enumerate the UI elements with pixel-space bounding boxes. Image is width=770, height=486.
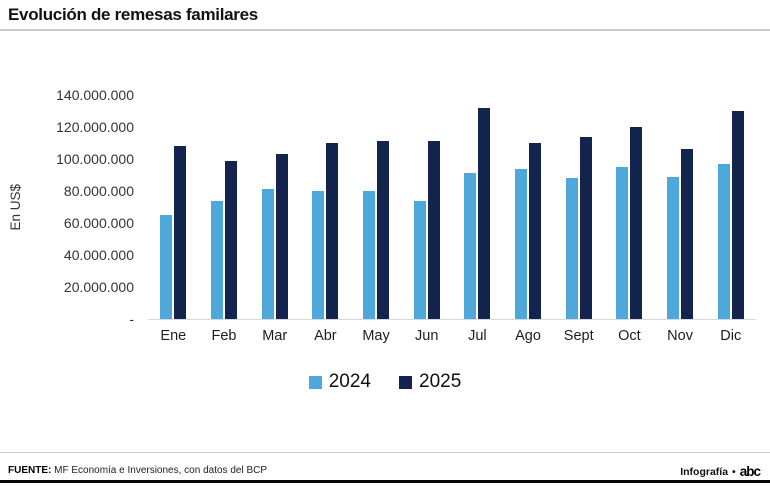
legend-swatch-2025 [399, 375, 412, 389]
bar-2025-oct [630, 127, 643, 319]
bar-group-ene [148, 95, 199, 319]
bar-2025-jun [427, 141, 440, 319]
x-label-oct: Oct [618, 328, 641, 344]
bar-2025-feb [225, 160, 237, 319]
bar-2024-oct [616, 167, 629, 319]
bar-2025-abr [326, 143, 339, 319]
bar-2025-mar [275, 154, 288, 319]
legend-swatch-2024 [308, 375, 322, 389]
x-label-abr: Abr [314, 328, 337, 344]
legend-item-2024: 2024 [308, 371, 371, 393]
bar-2024-jun [413, 200, 426, 319]
legend: 2024 2025 [0, 371, 770, 393]
bar-2025-may [377, 141, 390, 319]
credit-label: Infografía [680, 465, 729, 478]
source-label: FUENTE: [8, 465, 52, 476]
bar-2025-ene [174, 146, 187, 319]
x-label-ene: Ene [160, 328, 187, 344]
bar-group-ago [503, 95, 554, 319]
x-label-feb: Feb [211, 328, 237, 344]
bar-2024-sept [565, 178, 578, 319]
bar-2024-nov [667, 176, 680, 319]
bar-2024-dic [717, 163, 730, 319]
bar-2024-ene [160, 215, 173, 319]
bar-2025-nov [681, 149, 694, 319]
legend-label-2025: 2025 [419, 371, 462, 392]
bar-group-nov [655, 95, 706, 319]
x-axis: Ene Feb Mar Abr May Jun Jul Ago Sept Oct Nov Dic [148, 328, 756, 344]
legend-label-2024: 2024 [328, 371, 371, 392]
bar-2025-dic [731, 111, 744, 319]
x-label-jul: Jul [468, 328, 487, 344]
y-tick-4: 80.000.000 [63, 183, 134, 199]
bar-2024-feb [211, 200, 223, 319]
bar-2025-ago [529, 143, 542, 319]
bar-group-feb [199, 95, 250, 319]
bar-2024-ago [515, 168, 528, 319]
footer-divider [0, 452, 770, 453]
y-tick-5: 100.000.000 [56, 151, 134, 167]
x-label-sept: Sept [563, 328, 594, 344]
bottom-black-bar [0, 480, 770, 483]
bar-2024-jul [464, 173, 477, 319]
y-axis: - 20.000.000 40.000.000 60.000.000 80.000.00… [0, 87, 134, 327]
bar-2025-jul [478, 107, 491, 319]
bar-2025-sept [579, 136, 592, 319]
x-label-dic: Dic [720, 328, 742, 344]
y-tick-0: - [129, 311, 134, 327]
bar-group-abr [300, 95, 351, 319]
bar-2024-abr [312, 191, 325, 319]
y-tick-2: 40.000.000 [63, 247, 134, 263]
bar-group-oct [604, 95, 655, 319]
bar-group-mar [249, 95, 300, 319]
credit-note: Infografía • abc [680, 464, 761, 479]
bar-group-jun [401, 95, 452, 319]
y-tick-1: 20.000.000 [63, 279, 134, 295]
bar-2024-mar [261, 189, 274, 319]
bar-group-dic [705, 95, 756, 319]
legend-item-2025: 2025 [399, 371, 461, 393]
x-label-ago: Ago [515, 328, 541, 344]
bar-group-may [351, 95, 402, 319]
credit-bullet: • [732, 465, 736, 478]
x-label-may: May [362, 328, 390, 344]
bar-2024-may [363, 191, 376, 319]
abc-logo: abc [739, 464, 761, 479]
page-title: Evolución de remesas familares [8, 5, 258, 24]
y-tick-6: 120.000.000 [56, 119, 134, 135]
x-label-jun: Jun [415, 328, 439, 344]
x-label-mar: Mar [262, 328, 288, 344]
source-note: FUENTE: MF Economía e Inversiones, con d… [8, 465, 267, 476]
x-label-nov: Nov [667, 328, 693, 344]
y-tick-7: 140.000.000 [56, 87, 134, 103]
y-tick-3: 60.000.000 [63, 215, 134, 231]
source-text: MF Economía e Inversiones, con datos del… [51, 465, 268, 476]
title-divider [0, 29, 770, 31]
bar-group-sept [553, 95, 604, 319]
plot-area [148, 95, 756, 320]
bar-group-jul [452, 95, 503, 319]
